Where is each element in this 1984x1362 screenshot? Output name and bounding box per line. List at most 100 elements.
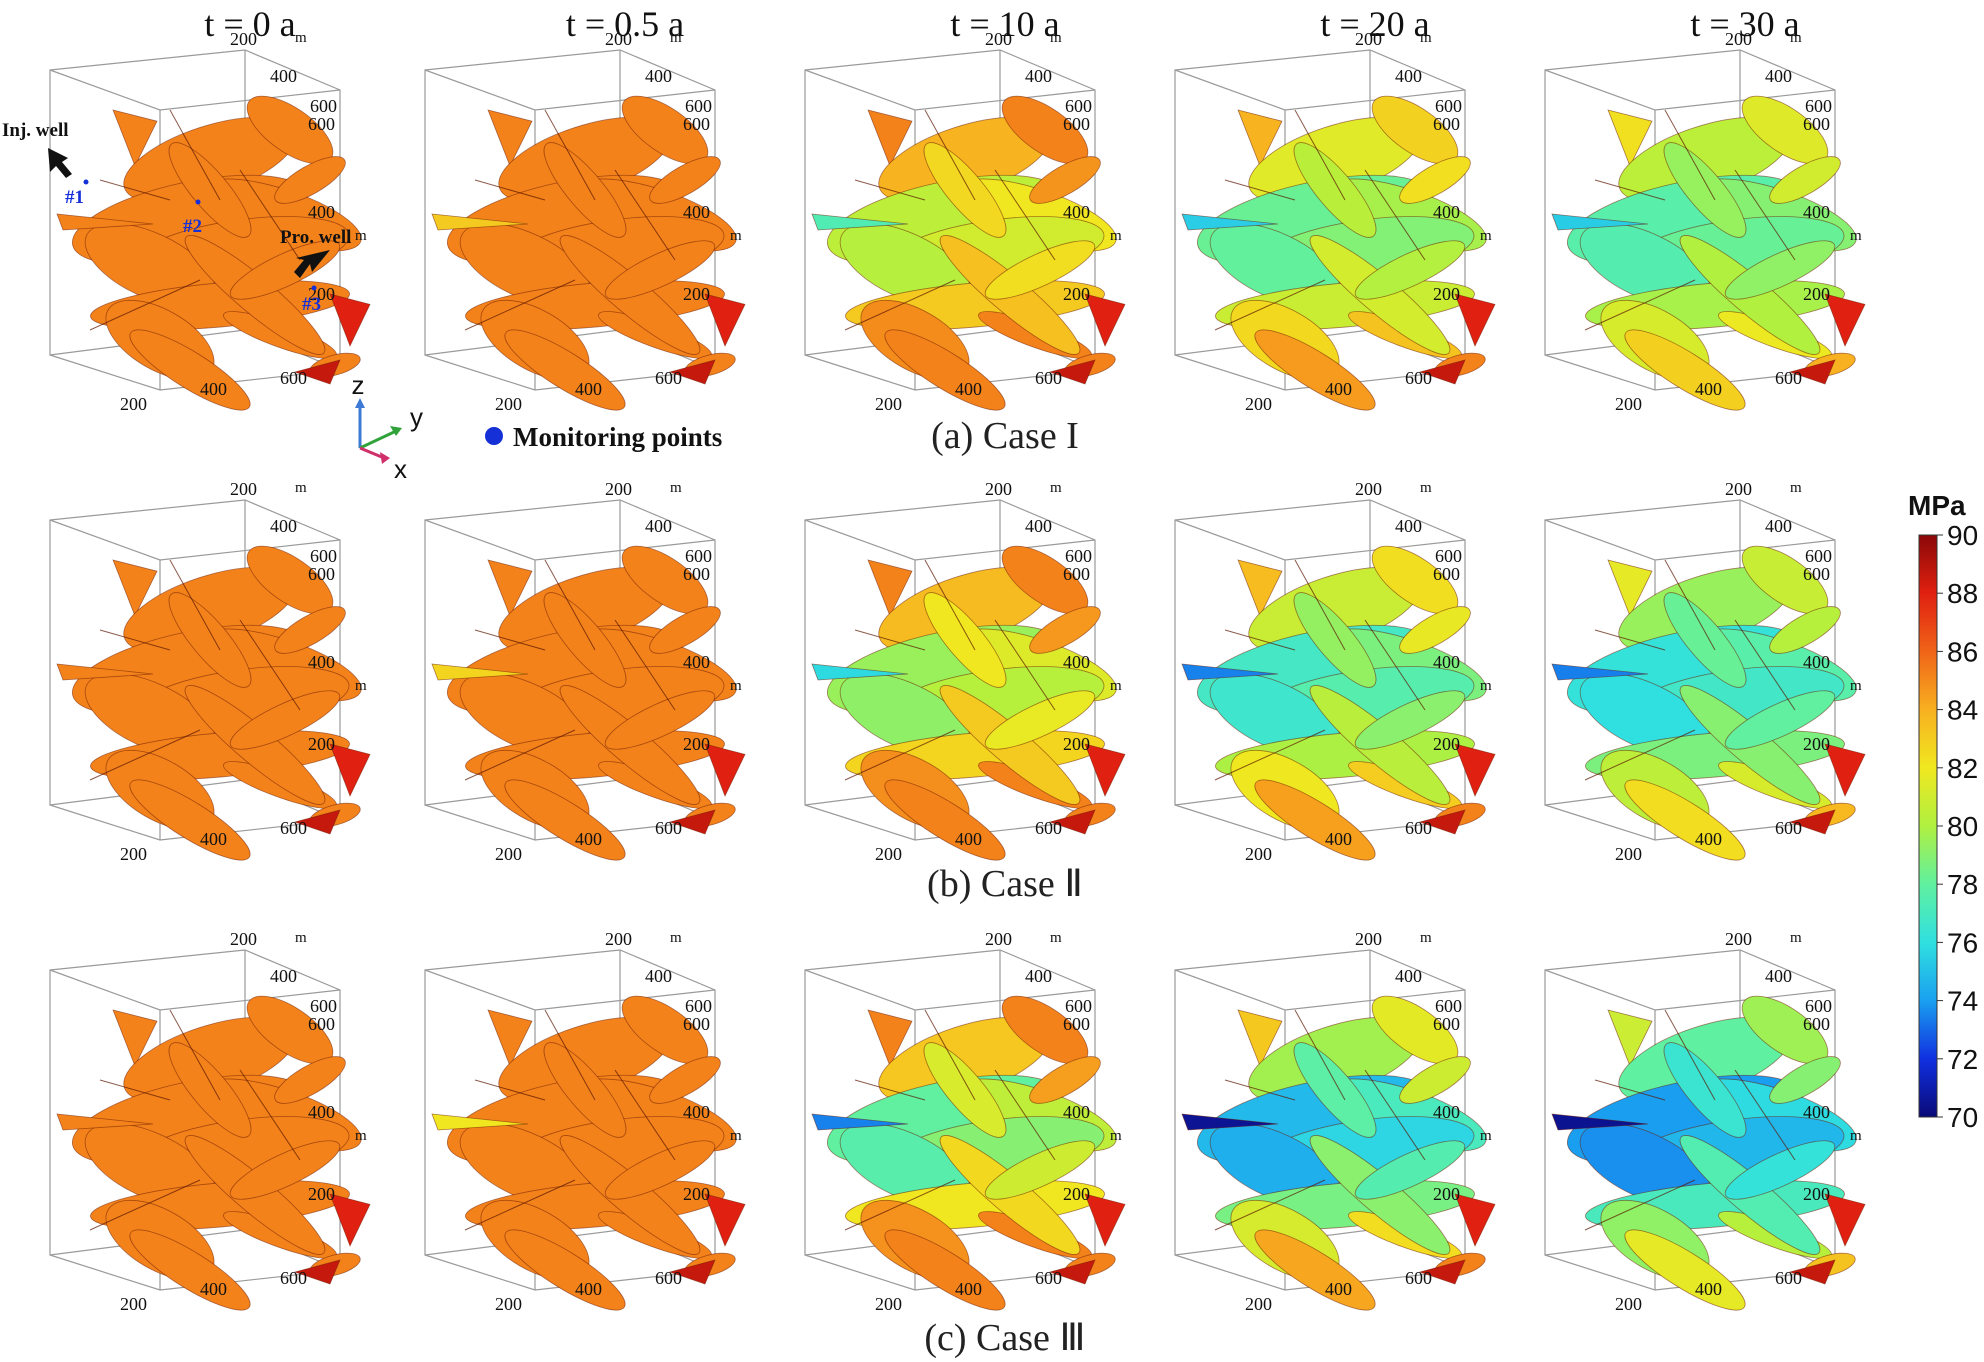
y-unit: m [670, 930, 682, 946]
y-tick-200: 200 [1725, 929, 1752, 949]
fracture-trace [464, 1179, 576, 1231]
fracture-trace [1364, 169, 1426, 261]
fracture-trace [1594, 179, 1666, 201]
fracture-trace [924, 109, 976, 201]
fracture-trace [1584, 279, 1696, 331]
y-tick-200: 200 [605, 29, 632, 49]
y-tick-400: 400 [1395, 966, 1422, 986]
fracture-trace [1594, 629, 1666, 651]
x-tick-400: 400 [955, 1279, 982, 1299]
y-unit: m [1050, 480, 1062, 496]
x-tick-400: 400 [955, 829, 982, 849]
fracture-trace [1664, 559, 1716, 651]
fracture [1399, 1056, 1471, 1104]
z-unit: m [355, 678, 367, 694]
y-unit: m [1420, 930, 1432, 946]
fracture-trace [474, 1079, 546, 1101]
x-tick-400: 400 [1325, 379, 1352, 399]
fracture-trace [1224, 1079, 1296, 1101]
fracture [1769, 1056, 1841, 1104]
production-fracture [1418, 1259, 1466, 1285]
fracture [1663, 592, 1747, 688]
colorbar-tick-label: 88 [1947, 578, 1978, 609]
fracture-trace [1584, 729, 1696, 781]
x-tick-200: 200 [875, 844, 902, 864]
fracture [1354, 690, 1466, 750]
fracture [274, 606, 346, 654]
y-tick-400: 400 [270, 66, 297, 86]
fracture-trace [89, 279, 201, 331]
fracture-trace [99, 1079, 171, 1101]
y-tick-400: 400 [645, 966, 672, 986]
x-tick-600: 600 [1035, 368, 1062, 388]
fracture-trace [1584, 1179, 1696, 1231]
y-tick-200: 200 [1355, 479, 1382, 499]
production-fracture [1048, 359, 1096, 385]
colorbar-tick-label: 90 [1947, 520, 1978, 551]
fracture-trace [1364, 1069, 1426, 1161]
z-unit: m [1850, 678, 1862, 694]
injection-well-label: Inj. well [2, 120, 69, 141]
y-tick-600: 600 [685, 996, 712, 1016]
z-tick-400: 400 [1063, 202, 1090, 222]
injection-fracture [56, 213, 154, 231]
x-tick-200: 200 [1245, 844, 1272, 864]
z-tick-200: 200 [1063, 284, 1090, 304]
fracture [884, 1229, 1006, 1311]
fracture [704, 293, 746, 348]
fracture [487, 559, 533, 617]
time-label-0: t = 0 a [204, 4, 295, 44]
fracture [923, 592, 1007, 688]
monitoring-point-marker [485, 427, 503, 445]
fracture-trace [1294, 1009, 1346, 1101]
monitoring-point-1-label: #1 [65, 187, 84, 208]
z-tick-400: 400 [683, 202, 710, 222]
production-fracture [668, 809, 716, 835]
z-tick-200: 200 [683, 1184, 710, 1204]
y-unit: m [1050, 930, 1062, 946]
z-unit: m [1110, 1128, 1122, 1144]
y-tick-400: 400 [1395, 66, 1422, 86]
z-unit: m [355, 1128, 367, 1144]
fracture [704, 743, 746, 798]
fracture-trace [614, 619, 676, 711]
y-unit: m [295, 480, 307, 496]
fracture-trace [239, 169, 301, 261]
colorbar-tick-label: 84 [1947, 695, 1978, 726]
z-tick-200: 200 [308, 1184, 335, 1204]
z-tick-400: 400 [1063, 1102, 1090, 1122]
z-tick-400: 400 [1433, 652, 1460, 672]
fracture [984, 690, 1096, 750]
fracture-trace [844, 729, 956, 781]
fracture [1454, 293, 1496, 348]
y-tick-200: 200 [1355, 929, 1382, 949]
x-tick-400: 400 [575, 1279, 602, 1299]
y-tick-400: 400 [270, 516, 297, 536]
y-tick-600: 600 [685, 546, 712, 566]
z-tick-400: 400 [683, 652, 710, 672]
triad-y-arrow [390, 426, 402, 436]
injection-fracture [811, 213, 909, 231]
monitoring-point-2-label: #2 [183, 216, 202, 237]
y-unit: m [670, 30, 682, 46]
fracture [884, 329, 1006, 411]
fracture-trace [1734, 619, 1796, 711]
fracture-trace [1734, 169, 1796, 261]
injection-fracture [811, 1113, 909, 1131]
fracture [984, 240, 1096, 300]
colorbar-tick-label: 70 [1947, 1102, 1978, 1133]
y-tick-200: 200 [985, 479, 1012, 499]
injection-well-arrow [48, 148, 72, 178]
fracture-trace [994, 1069, 1056, 1161]
fracture [168, 592, 252, 688]
z-tick-200: 200 [1063, 1184, 1090, 1204]
x-tick-200: 200 [1615, 1294, 1642, 1314]
fracture [1254, 1229, 1376, 1311]
fracture [329, 1193, 371, 1248]
production-fracture [1418, 359, 1466, 385]
